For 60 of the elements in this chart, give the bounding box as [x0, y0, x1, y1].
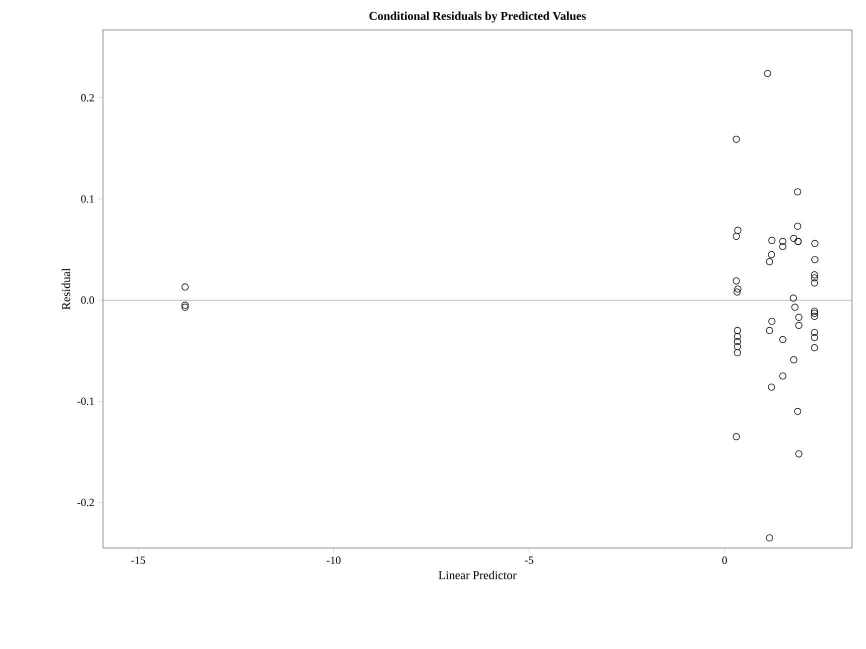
point — [811, 240, 818, 248]
point — [795, 450, 802, 458]
point — [182, 304, 189, 311]
point — [794, 222, 802, 230]
point — [810, 312, 818, 320]
x-tick-label: 0 — [722, 556, 727, 564]
y-axis-title: Residual — [62, 268, 70, 310]
point — [779, 238, 786, 245]
point — [732, 433, 740, 440]
point — [810, 279, 818, 286]
point — [779, 242, 786, 250]
point — [790, 294, 797, 302]
point — [768, 384, 776, 391]
point — [768, 318, 776, 325]
point — [734, 338, 742, 346]
point — [766, 258, 774, 266]
point — [734, 333, 742, 340]
point — [766, 326, 774, 334]
point — [794, 188, 802, 196]
point — [810, 334, 818, 342]
chart-title: Conditional Residuals by Predicted Values — [369, 12, 586, 22]
point — [810, 310, 818, 317]
point — [734, 226, 742, 234]
y-tick-label: -0.2 — [77, 498, 94, 506]
point — [764, 70, 772, 78]
point — [734, 326, 742, 334]
point — [791, 304, 798, 311]
x-tick-label: -5 — [524, 556, 534, 564]
point — [734, 285, 742, 293]
point — [810, 344, 818, 352]
point — [810, 271, 818, 278]
point — [768, 236, 776, 244]
point — [795, 322, 802, 329]
x-tick-label: -15 — [131, 556, 146, 564]
point — [768, 251, 776, 258]
point — [810, 328, 818, 336]
point — [794, 408, 802, 415]
point — [779, 336, 786, 344]
point — [732, 277, 740, 284]
point — [766, 534, 774, 542]
point — [182, 283, 189, 291]
x-axis-title: Linear Predictor — [438, 570, 517, 580]
point — [734, 288, 741, 296]
point — [732, 232, 740, 240]
point — [810, 274, 818, 282]
point — [734, 349, 742, 356]
point — [810, 308, 818, 315]
y-tick-label: -0.1 — [77, 398, 94, 406]
point — [734, 343, 742, 350]
y-tick-label: 0.2 — [81, 94, 94, 102]
point — [790, 234, 798, 242]
y-tick-label: 0.0 — [81, 296, 94, 304]
point — [182, 302, 189, 309]
x-tick-label: -10 — [326, 556, 341, 564]
point — [811, 256, 818, 264]
point — [732, 136, 740, 143]
point — [795, 314, 802, 321]
point — [779, 372, 786, 380]
y-tick-label: 0.1 — [81, 195, 94, 203]
point — [790, 356, 798, 364]
